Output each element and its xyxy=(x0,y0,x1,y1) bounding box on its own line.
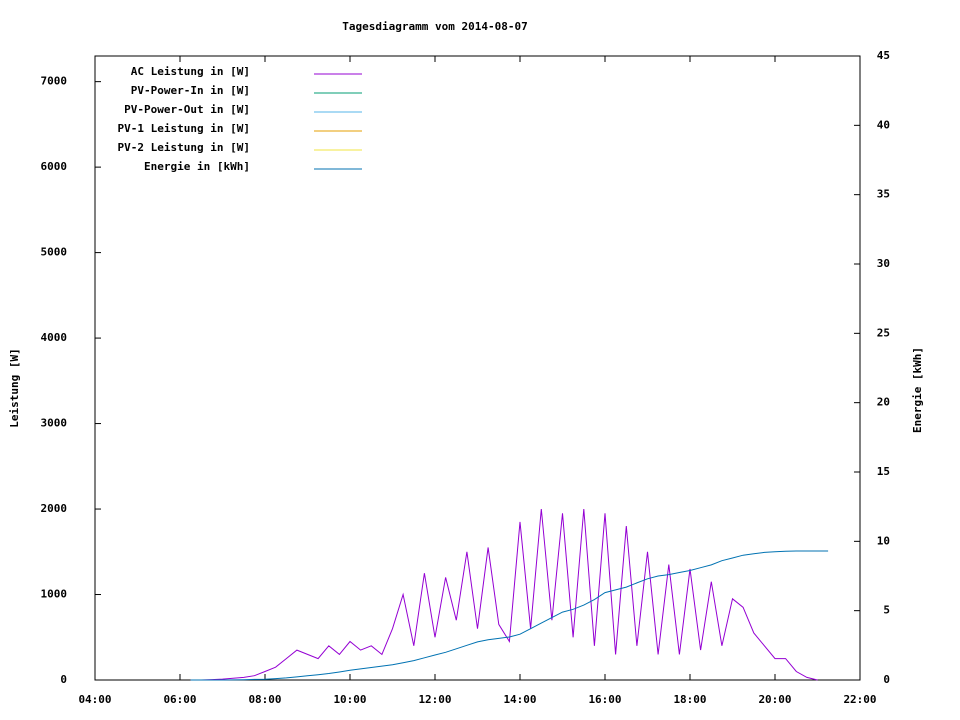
y2-tick-label: 0 xyxy=(883,673,890,686)
legend-label: Energie in [kWh] xyxy=(144,160,250,173)
y2-tick-label: 25 xyxy=(877,326,890,339)
y2-tick-label: 10 xyxy=(877,534,890,547)
y-tick-label: 3000 xyxy=(41,417,68,430)
y2-tick-label: 45 xyxy=(877,49,890,62)
x-tick-label: 20:00 xyxy=(758,693,791,706)
x-tick-label: 12:00 xyxy=(418,693,451,706)
x-tick-label: 08:00 xyxy=(248,693,281,706)
y-tick-label: 4000 xyxy=(41,331,68,344)
x-tick-label: 22:00 xyxy=(843,693,876,706)
y-tick-label: 5000 xyxy=(41,246,68,259)
y2-tick-label: 15 xyxy=(877,465,890,478)
legend-label: AC Leistung in [W] xyxy=(131,65,250,78)
x-tick-label: 06:00 xyxy=(163,693,196,706)
x-tick-label: 18:00 xyxy=(673,693,706,706)
legend-label: PV-Power-In in [W] xyxy=(131,84,250,97)
x-tick-label: 16:00 xyxy=(588,693,621,706)
series-line xyxy=(190,508,818,681)
plot-frame xyxy=(94,55,861,681)
y2-tick-label: 40 xyxy=(877,118,890,131)
y2-axis-label: Energie [kWh] xyxy=(911,347,924,433)
y-tick-label: 2000 xyxy=(41,502,68,515)
y2-tick-label: 35 xyxy=(877,188,890,201)
legend-label: PV-1 Leistung in [W] xyxy=(118,122,250,135)
x-tick-label: 04:00 xyxy=(78,693,111,706)
legend-label: PV-2 Leistung in [W] xyxy=(118,141,250,154)
x-tick-label: 14:00 xyxy=(503,693,536,706)
legend-label: PV-Power-Out in [W] xyxy=(124,103,250,116)
y-tick-label: 1000 xyxy=(41,588,68,601)
series-line xyxy=(190,550,829,681)
y-tick-label: 0 xyxy=(60,673,67,686)
y2-tick-label: 30 xyxy=(877,257,890,270)
y-tick-label: 7000 xyxy=(41,75,68,88)
y-tick-label: 6000 xyxy=(41,160,68,173)
chart-title: Tagesdiagramm vom 2014-08-07 xyxy=(342,20,527,33)
y2-tick-label: 20 xyxy=(877,396,890,409)
x-tick-label: 10:00 xyxy=(333,693,366,706)
y2-tick-label: 5 xyxy=(883,604,890,617)
y-axis-label: Leistung [W] xyxy=(8,348,21,427)
